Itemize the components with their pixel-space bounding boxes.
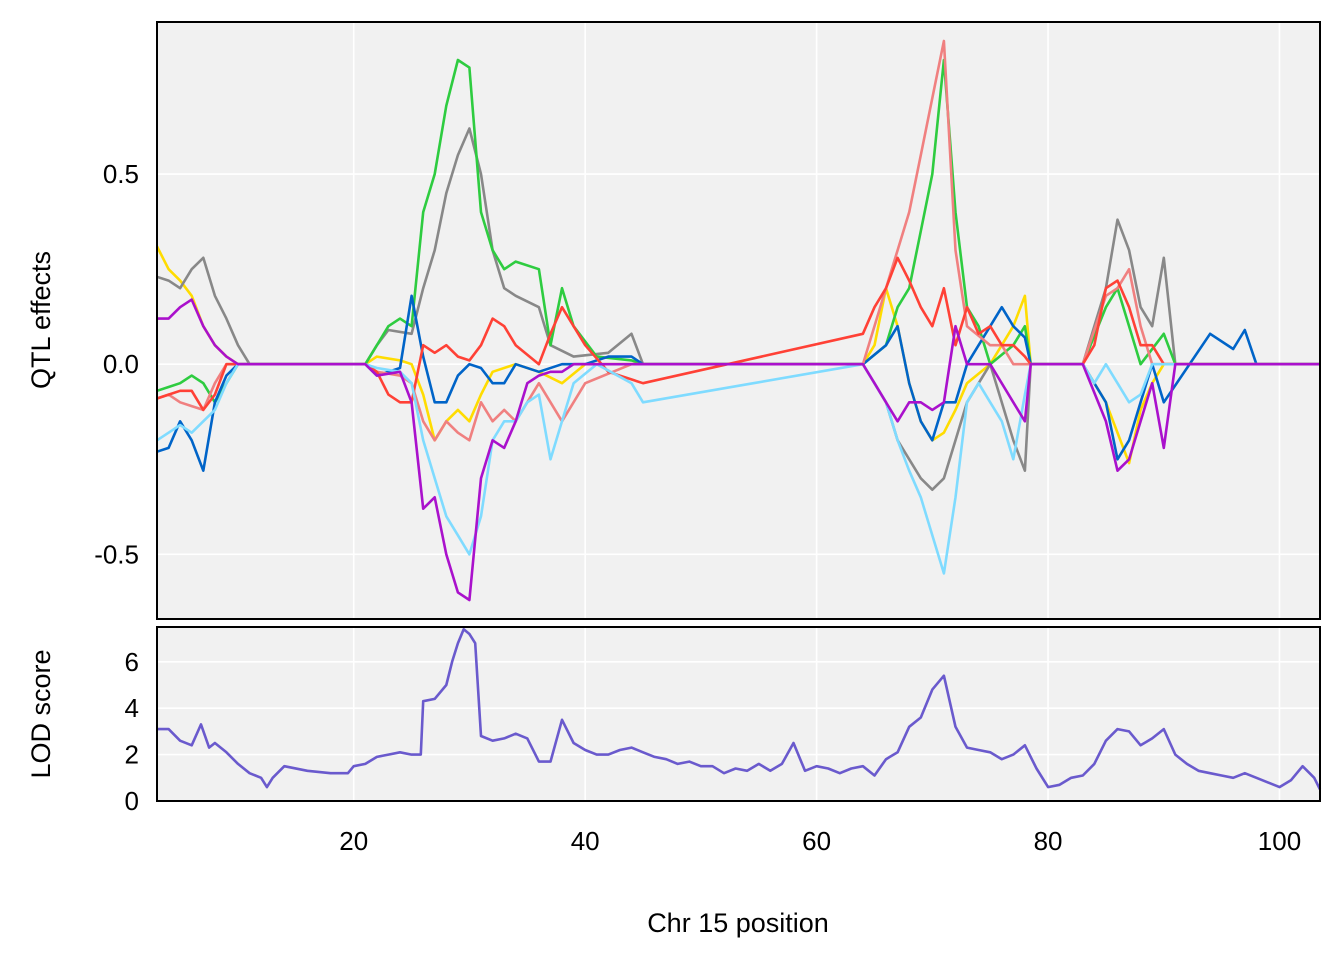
bottom-series-lines [157, 628, 1322, 790]
y-tick-label: 0.5 [103, 159, 139, 189]
top-series-lines [155, 39, 1320, 602]
x-tick-label: 60 [802, 826, 831, 856]
top-panel: 0.5 0.0 -0.5 QTL effects [26, 21, 1321, 620]
bottom-y-axis-title: LOD score [26, 649, 56, 778]
y-tick-label: 2 [125, 740, 139, 770]
top-plot-background [157, 22, 1320, 619]
x-tick-label: 100 [1258, 826, 1301, 856]
series-line-7 [156, 362, 1320, 575]
y-tick-label: 0.0 [103, 349, 139, 379]
top-plot-border [156, 21, 1321, 620]
bottom-plot-border [156, 626, 1321, 802]
top-y-axis-title: QTL effects [26, 251, 56, 389]
x-tick-label: 80 [1034, 826, 1063, 856]
top-y-tick-labels: 0.5 0.0 -0.5 [94, 159, 139, 569]
bottom-plot-background [157, 627, 1320, 801]
y-tick-label: 6 [125, 647, 139, 677]
series-line-8 [157, 298, 1320, 602]
x-tick-label: 20 [339, 826, 368, 856]
series-line-1 [157, 628, 1322, 790]
y-tick-label: 0 [125, 786, 139, 816]
x-tick-label: 40 [571, 826, 600, 856]
x-tick-labels: 20 40 60 80 100 [339, 826, 1301, 856]
y-tick-label: 4 [125, 693, 139, 723]
y-tick-label: -0.5 [94, 539, 139, 569]
bottom-y-tick-labels: 6 4 2 0 [125, 647, 139, 816]
x-axis-title: Chr 15 position [647, 908, 829, 938]
